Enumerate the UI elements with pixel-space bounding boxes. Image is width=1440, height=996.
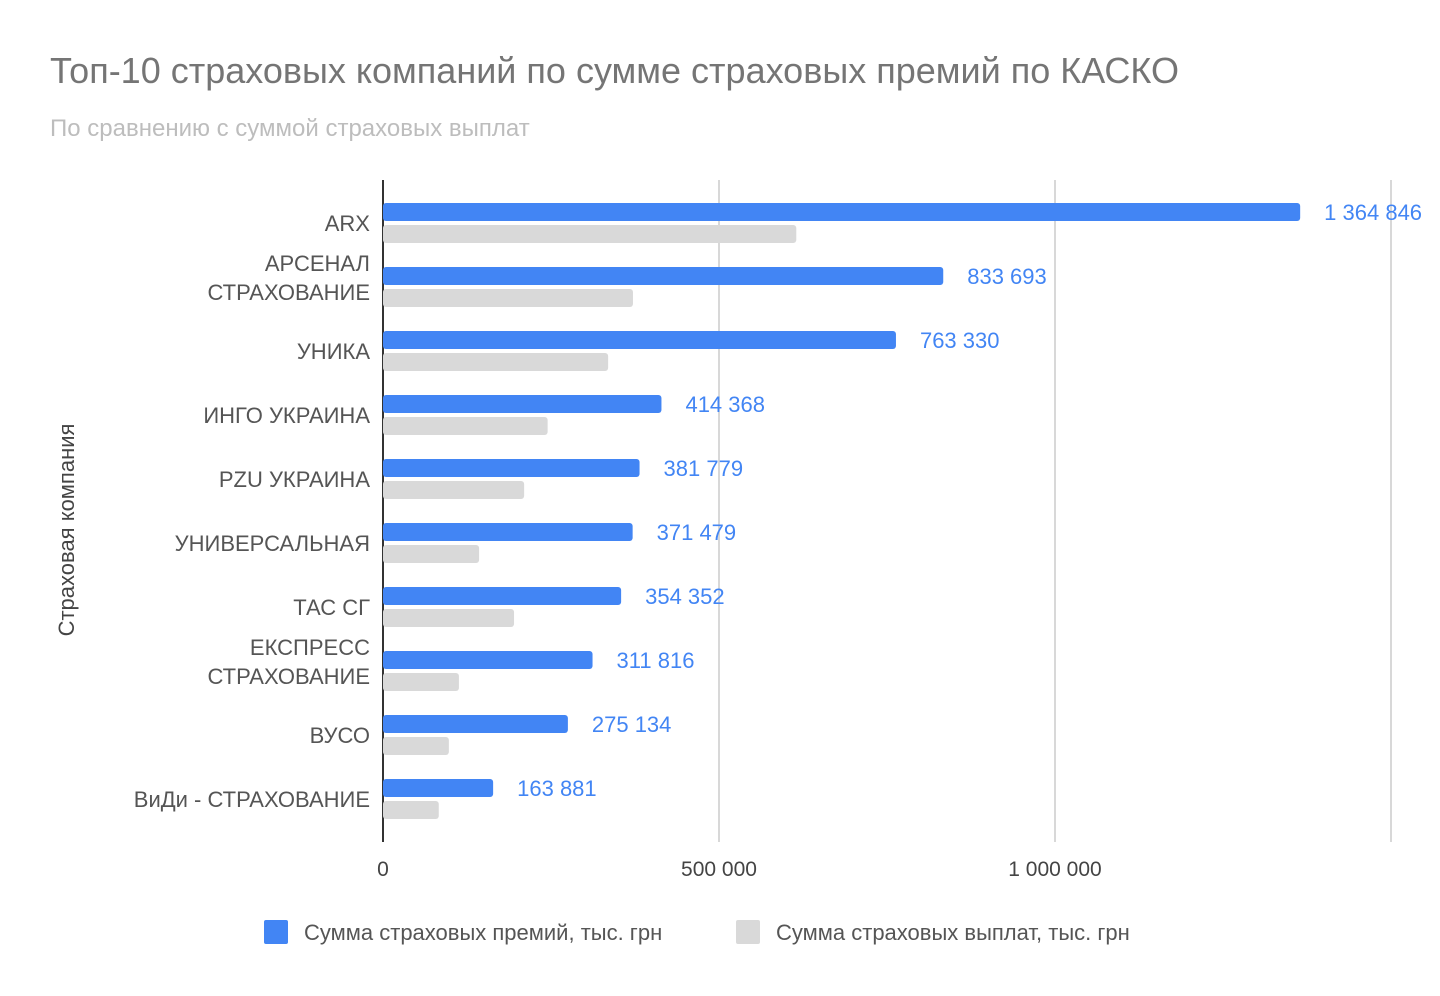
bar-payouts [383, 737, 449, 755]
x-tick-label: 1 000 000 [1008, 858, 1101, 881]
category-label: ЕКСПРЕСС [250, 635, 370, 660]
bar-premiums [383, 651, 593, 669]
chart-subtitle: По сравнению с суммой страховых выплат [50, 115, 530, 142]
data-label: 414 368 [685, 392, 765, 417]
chart-title: Топ-10 страховых компаний по сумме страх… [50, 50, 1179, 91]
legend-label-premiums: Сумма страховых премий, тыс. грн [304, 920, 662, 945]
category-label: СТРАХОВАНИЕ [207, 280, 370, 305]
legend-label-payouts: Сумма страховых выплат, тыс. грн [776, 920, 1130, 945]
data-label: 354 352 [645, 584, 725, 609]
x-tick-label: 0 [377, 858, 389, 881]
category-label: СТРАХОВАНИЕ [207, 664, 370, 689]
bar-payouts [383, 481, 525, 499]
category-label: PZU УКРАИНА [219, 467, 370, 492]
bar-payouts [383, 417, 548, 435]
category-label: УНИКА [297, 339, 370, 364]
bar-payouts [383, 673, 459, 691]
bar-premiums [383, 779, 494, 797]
category-label: АРСЕНАЛ [265, 251, 370, 276]
bar-premiums [383, 715, 568, 733]
bar-premiums [383, 267, 944, 285]
bar-payouts [383, 801, 439, 819]
data-label: 163 881 [517, 776, 597, 801]
bars [383, 203, 1301, 819]
bar-payouts [383, 609, 515, 627]
legend-swatch-premiums [264, 920, 288, 944]
bar-payouts [383, 289, 633, 307]
data-label: 833 693 [967, 264, 1047, 289]
bar-premiums [383, 523, 633, 541]
bar-premiums [383, 459, 640, 477]
x-tick-label: 500 000 [681, 858, 757, 881]
category-label: ИНГО УКРАИНА [203, 403, 370, 428]
bar-premiums [383, 203, 1301, 221]
gridlines [382, 180, 1392, 842]
category-label: ВиДи - СТРАХОВАНИЕ [134, 787, 370, 812]
data-label: 371 479 [657, 520, 737, 545]
category-label: ARX [325, 211, 371, 236]
data-label: 381 779 [664, 456, 744, 481]
category-label: ТАС СГ [293, 595, 370, 620]
data-label: 311 816 [617, 648, 695, 673]
bar-premiums [383, 587, 622, 605]
data-label: 1 364 846 [1324, 200, 1422, 225]
bar-payouts [383, 225, 797, 243]
category-label: ВУСО [310, 723, 370, 748]
bar-premiums [383, 395, 662, 413]
bar-premiums [383, 331, 896, 349]
legend: Сумма страховых премий, тыс. грн Сумма ст… [264, 920, 1130, 945]
legend-swatch-payouts [736, 920, 760, 944]
category-label: УНИВЕРСАЛЬНАЯ [175, 531, 370, 556]
data-label: 763 330 [920, 328, 1000, 353]
labels: 0 500 000 1 000 000 1 364 846 ARX 833 693 АРСЕ… [134, 200, 1422, 881]
bar-payouts [383, 545, 480, 563]
data-label: 275 134 [592, 712, 672, 737]
y-axis-title: Страховая компания [54, 424, 79, 637]
bar-payouts [383, 353, 609, 371]
